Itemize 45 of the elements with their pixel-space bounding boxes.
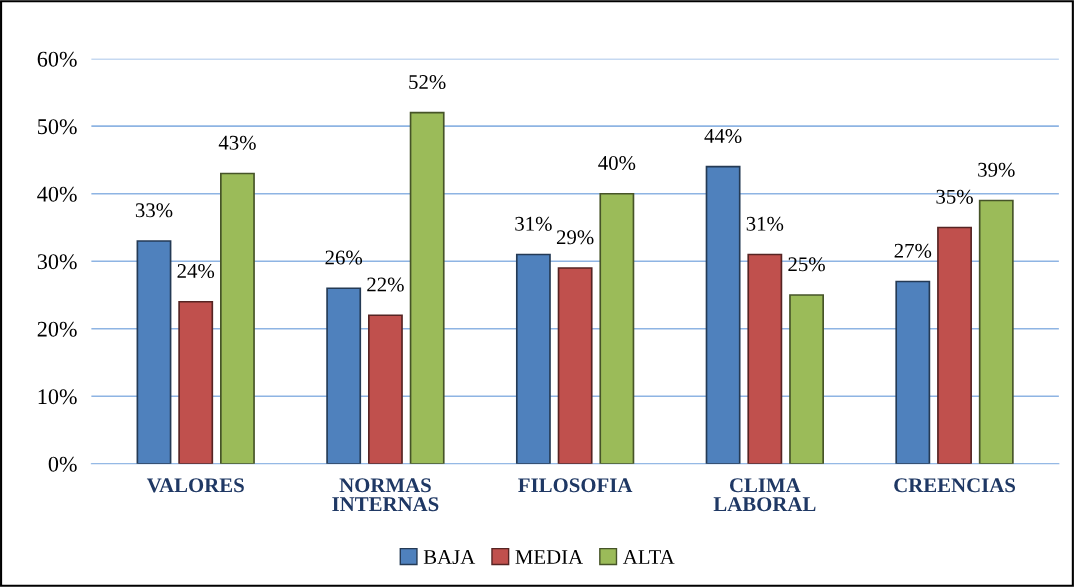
legend-label: MEDIA	[515, 550, 584, 564]
bar	[515, 253, 551, 464]
y-tick-label: 20%	[37, 321, 77, 337]
bar	[409, 111, 445, 464]
bar	[789, 294, 825, 464]
data-label: 26%	[325, 250, 363, 265]
data-label: 43%	[218, 135, 256, 150]
x-tick-label: NORMAS INTERNAS	[332, 478, 439, 512]
legend-label: ALTA	[622, 550, 675, 564]
y-tick-label: 40%	[37, 186, 77, 202]
data-label: 24%	[177, 263, 215, 279]
bar	[937, 226, 972, 464]
x-tick-label: CREENCIAS	[894, 478, 1016, 493]
data-label: 22%	[367, 277, 404, 292]
data-label: 31%	[515, 216, 552, 231]
bar	[557, 267, 593, 464]
bar	[178, 300, 214, 464]
data-label: 39%	[978, 162, 1015, 177]
data-label: 33%	[135, 203, 173, 218]
data-label: 25%	[788, 257, 825, 272]
y-tick-label: 50%	[38, 119, 77, 135]
data-label: 52%	[409, 74, 446, 90]
data-label: 27%	[894, 243, 932, 258]
bar	[599, 192, 635, 464]
y-tick-label: 60%	[37, 51, 77, 67]
bar	[747, 253, 783, 464]
y-tick-label: 10%	[38, 389, 77, 405]
x-tick-label: CLIMA LABORAL	[713, 478, 816, 512]
data-label: 35%	[936, 189, 973, 204]
x-tick-label: VALORES	[146, 478, 244, 493]
y-tick-label: 0%	[48, 456, 77, 472]
bar	[705, 165, 741, 464]
bar	[326, 287, 362, 464]
data-label: 44%	[704, 128, 742, 144]
x-tick-label: FILOSOFIA	[518, 478, 633, 493]
data-label: 40%	[598, 155, 636, 171]
bar	[220, 172, 255, 464]
bar	[978, 199, 1014, 464]
legend-label: BAJA	[423, 550, 476, 565]
bar	[367, 314, 403, 464]
bar	[136, 240, 172, 464]
data-label: 31%	[746, 216, 784, 231]
data-label: 29%	[556, 230, 594, 245]
bar	[895, 280, 931, 464]
y-tick-label: 30%	[37, 254, 77, 270]
